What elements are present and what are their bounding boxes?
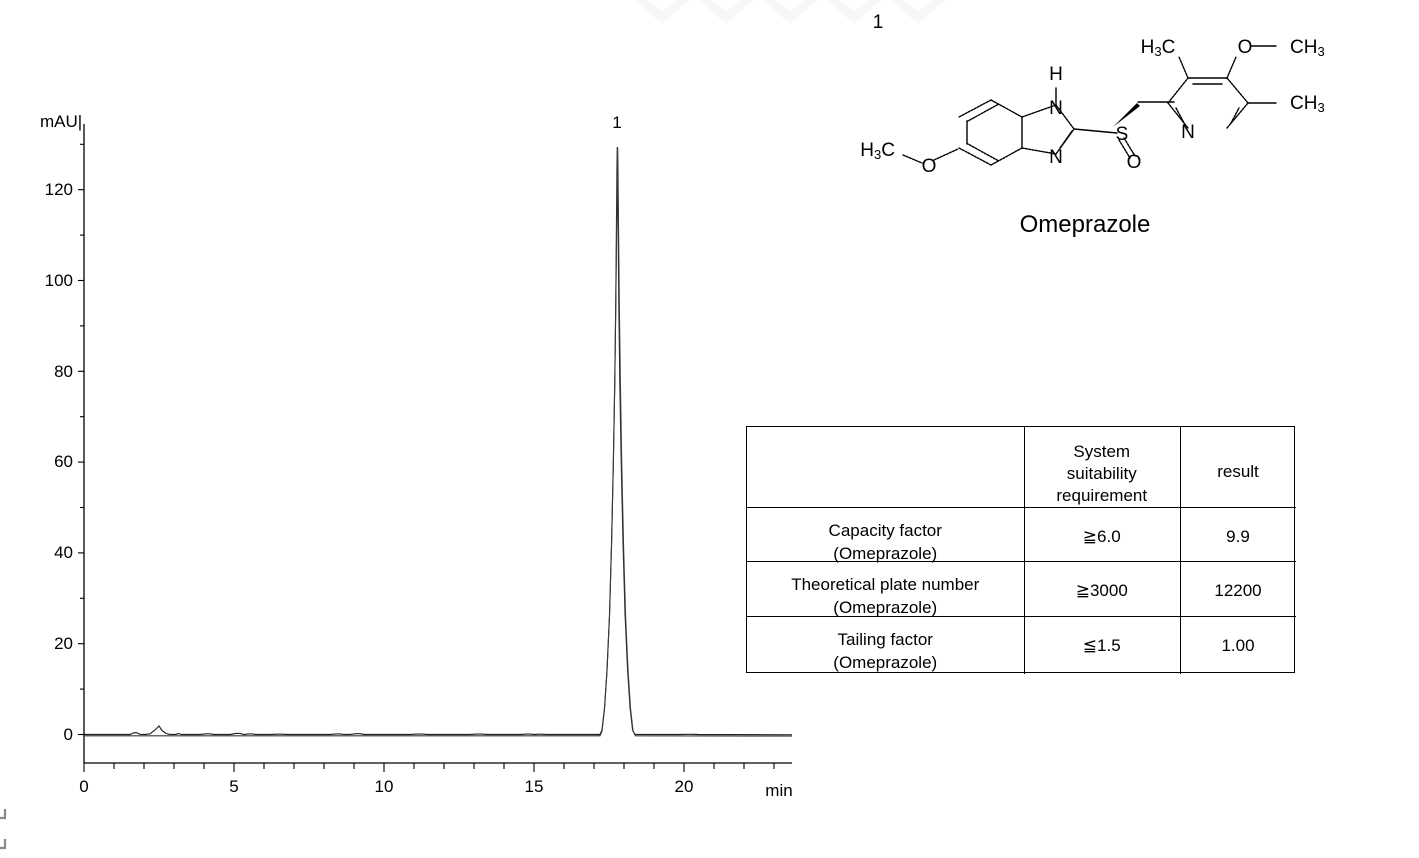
svg-text:O: O — [922, 156, 937, 177]
svg-text:Omeprazole: Omeprazole — [1020, 211, 1151, 238]
svg-text:O: O — [1238, 37, 1253, 58]
svg-text:H3C: H3C — [860, 140, 895, 162]
svg-text:N: N — [1181, 122, 1195, 143]
svg-text:S: S — [1116, 124, 1129, 145]
svg-text:N: N — [1049, 147, 1063, 168]
svg-text:CH3: CH3 — [1290, 37, 1325, 59]
svg-text:N: N — [1049, 98, 1063, 119]
svg-text:O: O — [1127, 152, 1142, 173]
svg-text:CH3: CH3 — [1290, 93, 1325, 115]
svg-text:H: H — [1049, 64, 1063, 85]
svg-text:H3C: H3C — [1141, 37, 1176, 59]
svg-text:1: 1 — [873, 12, 884, 33]
